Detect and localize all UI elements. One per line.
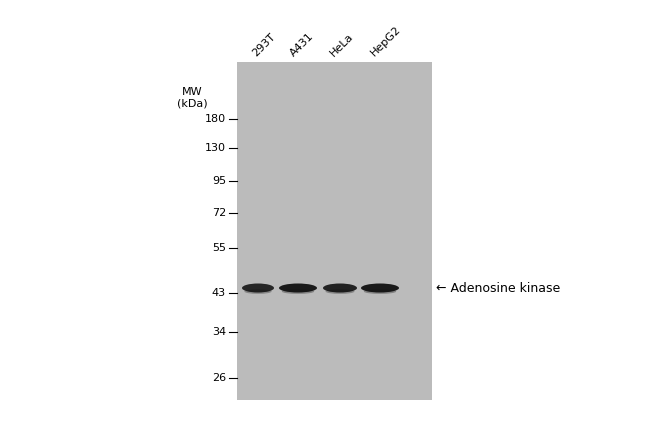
Ellipse shape: [326, 289, 354, 294]
Ellipse shape: [323, 283, 357, 292]
Text: 95: 95: [212, 176, 226, 186]
Text: 293T: 293T: [251, 31, 278, 58]
Text: ← Adenosine kinase: ← Adenosine kinase: [436, 281, 560, 294]
Ellipse shape: [361, 283, 399, 292]
Text: A431: A431: [288, 30, 315, 58]
Bar: [237, 62, 432, 400]
Ellipse shape: [244, 289, 272, 294]
Ellipse shape: [282, 289, 314, 294]
Text: HeLa: HeLa: [328, 31, 355, 58]
Ellipse shape: [242, 283, 274, 292]
Ellipse shape: [279, 283, 317, 292]
Text: 180: 180: [205, 114, 226, 124]
Text: 72: 72: [212, 208, 226, 218]
Text: 34: 34: [212, 327, 226, 337]
Text: 55: 55: [212, 243, 226, 253]
Text: 43: 43: [212, 288, 226, 298]
Text: 130: 130: [205, 143, 226, 153]
Text: HepG2: HepG2: [369, 24, 403, 58]
Ellipse shape: [364, 289, 396, 294]
Text: MW
(kDa): MW (kDa): [177, 87, 207, 109]
Text: 26: 26: [212, 373, 226, 383]
